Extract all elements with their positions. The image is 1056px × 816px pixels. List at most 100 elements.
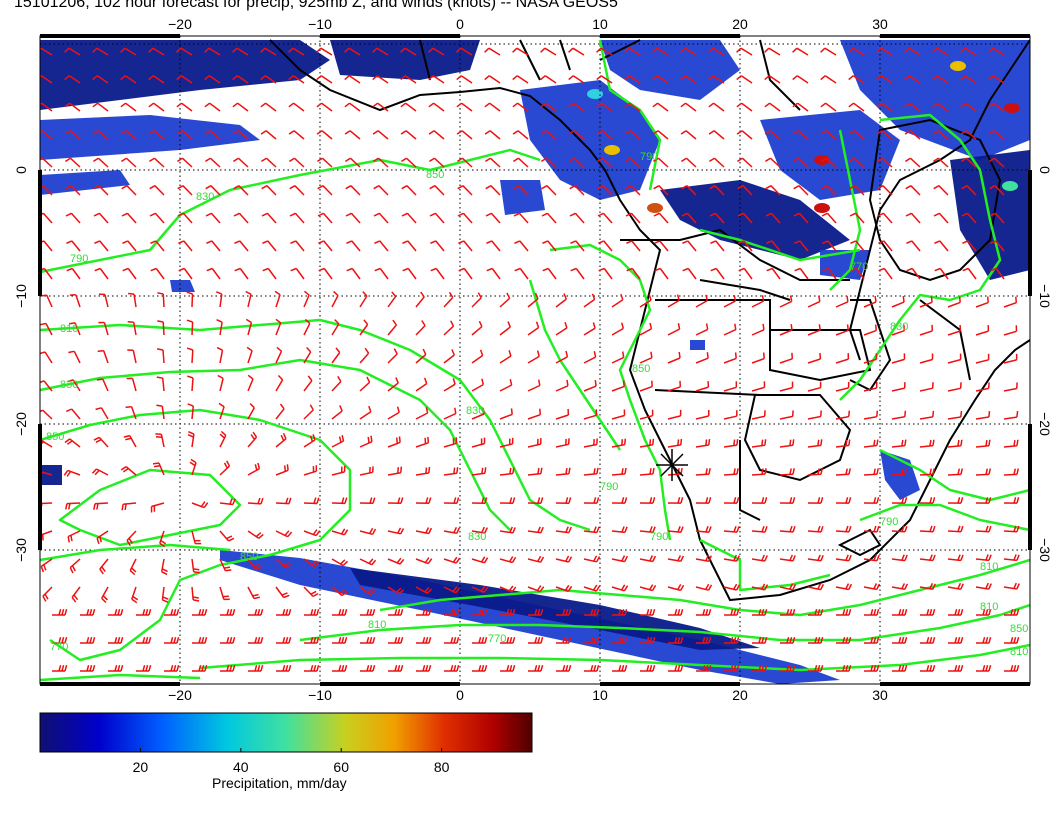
wind-barb [247, 558, 262, 570]
wind-barb [596, 130, 613, 140]
wind-barb [932, 47, 949, 56]
wind-barb [681, 212, 697, 224]
wind-barb [723, 554, 740, 562]
wind-barb [695, 497, 712, 504]
wind-barb [304, 665, 320, 672]
wind-barb [359, 376, 371, 392]
precip-core [1002, 181, 1018, 191]
wind-barb [415, 436, 430, 448]
contour-line [699, 228, 861, 262]
wind-barb [667, 438, 683, 448]
wind-barb [780, 665, 796, 672]
axis-tick-labels: −20 −20 −10 −10 0 0 10 10 20 20 30 30 0 −10 −20 −30 0 −10… [13, 16, 1053, 703]
wind-barb [192, 609, 208, 616]
wind-barb [934, 267, 949, 280]
wind-barb [766, 240, 781, 252]
coastline-segment [519, 39, 541, 81]
precip-cell [170, 280, 195, 292]
wind-barb [372, 130, 389, 140]
wind-barb [794, 267, 809, 280]
wind-barb [374, 267, 389, 280]
wind-barb [148, 102, 165, 112]
wind-barb [891, 497, 908, 504]
wind-barb [331, 558, 349, 567]
wind-barb [513, 212, 529, 224]
wind-barb [499, 556, 517, 564]
wind-barb [400, 75, 417, 84]
wind-barb [484, 75, 501, 84]
wind-barb [512, 102, 529, 112]
wind-barb [863, 468, 879, 476]
wind-barb [40, 102, 53, 112]
wind-barb [216, 319, 223, 336]
wind-barb [723, 583, 741, 591]
wind-barb [64, 157, 81, 168]
wind-barb [159, 530, 167, 548]
wind-barb [288, 130, 305, 140]
wind-barb [611, 438, 627, 448]
wind-barb [150, 502, 165, 513]
wind-barb [736, 157, 753, 168]
wind-barb [863, 554, 880, 562]
wind-barb [864, 665, 880, 672]
wind-barb [346, 267, 361, 280]
wind-barb [121, 502, 137, 511]
precip-cell [660, 180, 850, 260]
wind-barb [331, 405, 343, 420]
precip-cell [330, 40, 480, 80]
wind-barb [723, 381, 738, 392]
wind-barb [331, 497, 348, 505]
wind-barb [94, 240, 109, 252]
wind-barb [724, 637, 740, 644]
wind-barb [178, 267, 193, 280]
wind-barb [568, 157, 585, 168]
wind-barb [471, 497, 488, 504]
wind-barb [891, 583, 909, 591]
wind-barb [919, 582, 936, 591]
wind-barb [835, 583, 853, 591]
wind-barb [40, 157, 53, 168]
precip-cell [760, 110, 900, 200]
wind-barb [528, 609, 544, 616]
coastline-segment [769, 329, 872, 382]
wind-barb [555, 408, 570, 420]
precip-cell [40, 115, 260, 160]
wind-barb [527, 585, 545, 593]
wind-barb [668, 665, 684, 672]
contour-label: 810 [1010, 646, 1028, 658]
wind-barb [345, 185, 361, 196]
wind-barb [40, 130, 53, 140]
lat-tick-right: 0 [1037, 166, 1053, 174]
wind-barb [960, 75, 977, 84]
wind-barb [695, 352, 709, 364]
wind-barb [905, 212, 921, 224]
wind-barb [401, 212, 417, 224]
wind-barb [275, 346, 283, 364]
wind-barb [415, 320, 426, 336]
wind-barb [807, 525, 824, 533]
wind-barb [848, 157, 865, 168]
wind-barb [962, 267, 977, 280]
wind-barb [849, 185, 865, 196]
wind-barb [443, 497, 460, 504]
wind-barb [807, 295, 821, 308]
wind-barb [653, 212, 669, 224]
wind-barb [891, 410, 907, 420]
wind-barb [611, 322, 625, 336]
wind-barb [430, 267, 445, 280]
wind-barb [161, 586, 169, 603]
wind-barb [624, 130, 641, 140]
wind-barb [932, 130, 949, 140]
wind-barb [961, 185, 977, 196]
wind-barb [97, 349, 109, 364]
wind-barb [779, 410, 794, 420]
precip-cell [220, 550, 840, 684]
wind-barb [904, 130, 921, 140]
precip-core [587, 89, 603, 99]
precip-core [604, 145, 620, 155]
wind-barb [415, 348, 427, 364]
wind-barb [639, 322, 653, 336]
wind-barb [415, 586, 433, 594]
wind-barb [471, 407, 485, 420]
wind-barb [904, 102, 921, 112]
